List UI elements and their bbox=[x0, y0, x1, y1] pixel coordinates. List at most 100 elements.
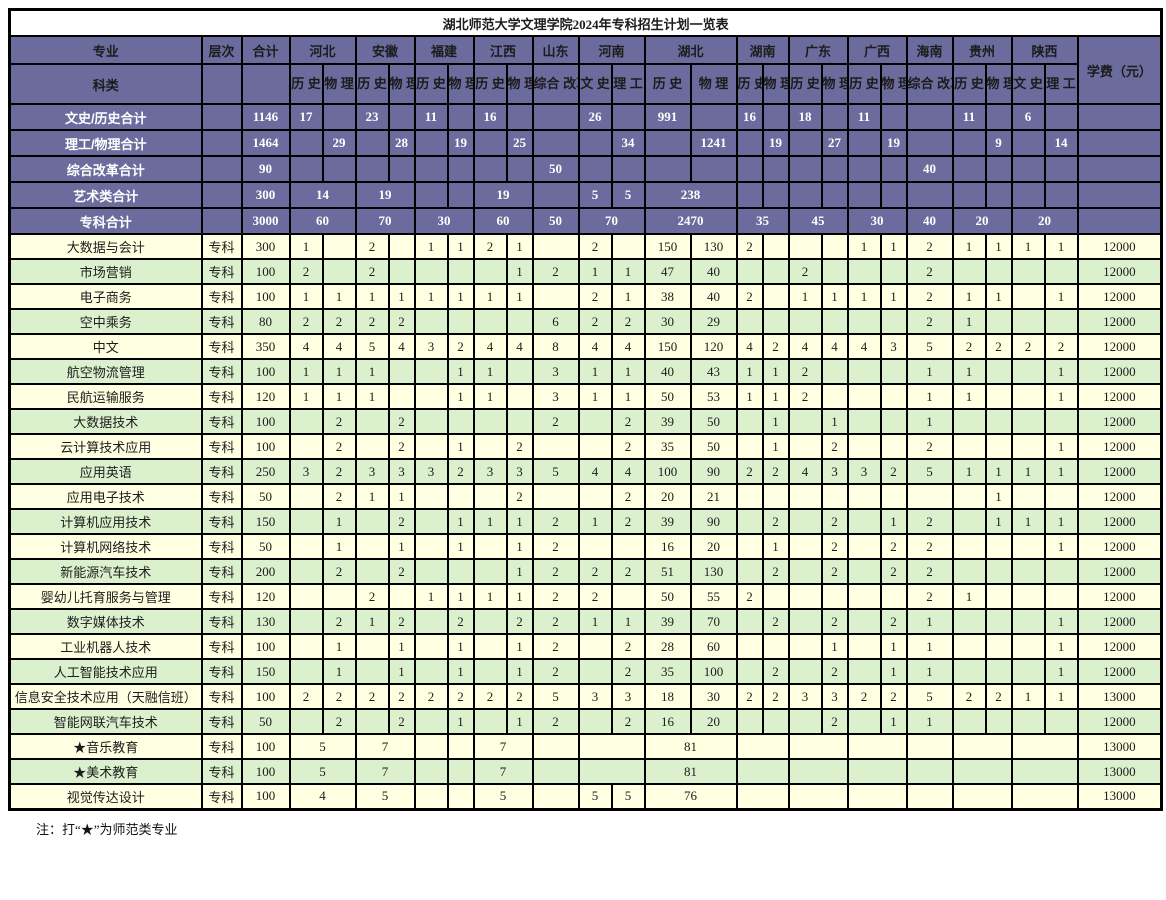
plan-cell bbox=[984, 433, 1013, 460]
plan-cell: 1 bbox=[984, 458, 1013, 485]
plan-cell: 1 bbox=[472, 583, 508, 610]
fee-cell: 12000 bbox=[1076, 583, 1163, 610]
summary-plan-cell bbox=[879, 155, 908, 183]
plan-cell: 1 bbox=[1043, 608, 1079, 635]
plan-cell: 2 bbox=[505, 608, 534, 635]
plan-cell: 1 bbox=[446, 633, 475, 660]
level-cell: 专科 bbox=[200, 758, 243, 785]
plan-cell: 2 bbox=[321, 408, 357, 435]
fee-cell: 12000 bbox=[1076, 233, 1163, 260]
plan-cell bbox=[846, 708, 882, 735]
major-name: 市场营销 bbox=[8, 258, 203, 285]
fee-cell: 13000 bbox=[1076, 683, 1163, 710]
summary-plan-cell: 40 bbox=[905, 155, 954, 183]
summary-plan-cell: 16 bbox=[472, 103, 508, 131]
plan-cell: 3 bbox=[577, 683, 613, 710]
major-name: 大数据与会计 bbox=[8, 233, 203, 260]
plan-cell: 4 bbox=[846, 333, 882, 360]
plan-cell: 1 bbox=[577, 358, 613, 385]
plan-cell: 1 bbox=[879, 708, 908, 735]
plan-cell bbox=[761, 633, 790, 660]
summary-plan-cell: 20 bbox=[951, 207, 1013, 235]
category-header: 科类 bbox=[8, 63, 203, 105]
plan-cell bbox=[413, 433, 449, 460]
plan-cell: 1 bbox=[1043, 508, 1079, 535]
plan-cell: 2 bbox=[531, 633, 580, 660]
plan-cell: 30 bbox=[643, 308, 692, 335]
summary-plan-cell: 11 bbox=[846, 103, 882, 131]
summary-plan-cell: 45 bbox=[787, 207, 849, 235]
plan-cell bbox=[413, 308, 449, 335]
subject-header: 文 史 bbox=[577, 63, 613, 105]
summary-plan-cell bbox=[472, 129, 508, 157]
plan-cell bbox=[577, 708, 613, 735]
plan-cell: 76 bbox=[643, 783, 738, 810]
plan-cell: 1 bbox=[1043, 533, 1079, 560]
summary-plan-cell: 40 bbox=[905, 207, 954, 235]
plan-cell: 1 bbox=[387, 483, 416, 510]
plan-cell: 1 bbox=[951, 233, 987, 260]
page-title: 湖北师范大学文理学院2024年专科招生计划一览表 bbox=[8, 8, 1163, 37]
plan-cell: 2 bbox=[321, 558, 357, 585]
plan-cell: 2 bbox=[820, 558, 849, 585]
plan-cell bbox=[820, 258, 849, 285]
plan-cell bbox=[1043, 258, 1079, 285]
fee-cell: 12000 bbox=[1076, 533, 1163, 560]
summary-row-label: 文史/历史合计 bbox=[8, 103, 203, 131]
plan-cell bbox=[288, 658, 324, 685]
plan-cell: 51 bbox=[643, 558, 692, 585]
summary-plan-cell bbox=[735, 129, 764, 157]
plan-cell bbox=[505, 383, 534, 410]
major-name: 智能网联汽车技术 bbox=[8, 708, 203, 735]
plan-cell: 1 bbox=[413, 233, 449, 260]
plan-cell: 2 bbox=[905, 558, 954, 585]
plan-cell: 2 bbox=[879, 533, 908, 560]
summary-plan-cell: 19 bbox=[354, 181, 416, 209]
summary-plan-cell bbox=[689, 155, 738, 183]
plan-cell bbox=[846, 383, 882, 410]
total-cell: 100 bbox=[240, 433, 291, 460]
plan-cell bbox=[472, 708, 508, 735]
summary-plan-cell: 5 bbox=[577, 181, 613, 209]
plan-cell bbox=[820, 233, 849, 260]
subject-header: 历 史 bbox=[288, 63, 324, 105]
plan-cell: 2 bbox=[531, 708, 580, 735]
plan-cell: 2 bbox=[787, 258, 823, 285]
plan-cell: 5 bbox=[288, 733, 357, 760]
plan-cell: 2 bbox=[288, 308, 324, 335]
plan-cell bbox=[761, 283, 790, 310]
plan-cell: 2 bbox=[505, 483, 534, 510]
plan-cell: 2 bbox=[735, 458, 764, 485]
plan-cell bbox=[984, 583, 1013, 610]
plan-cell: 1 bbox=[905, 408, 954, 435]
summary-plan-cell bbox=[1010, 181, 1046, 209]
major-name: 应用英语 bbox=[8, 458, 203, 485]
plan-cell bbox=[905, 483, 954, 510]
plan-cell bbox=[984, 708, 1013, 735]
summary-plan-cell bbox=[505, 155, 534, 183]
plan-cell: 1 bbox=[354, 283, 390, 310]
plan-cell: 1 bbox=[472, 508, 508, 535]
plan-cell: 1 bbox=[761, 383, 790, 410]
plan-cell: 2 bbox=[787, 358, 823, 385]
province-header: 河北 bbox=[288, 35, 357, 65]
plan-cell bbox=[531, 758, 580, 785]
plan-cell bbox=[1010, 408, 1046, 435]
summary-plan-cell: 9 bbox=[984, 129, 1013, 157]
blank-header-cell bbox=[200, 63, 243, 105]
plan-cell: 1 bbox=[321, 633, 357, 660]
plan-cell bbox=[413, 558, 449, 585]
plan-cell bbox=[577, 633, 613, 660]
plan-cell: 1 bbox=[505, 258, 534, 285]
plan-cell bbox=[505, 408, 534, 435]
level-cell: 专科 bbox=[200, 508, 243, 535]
plan-cell bbox=[1043, 558, 1079, 585]
plan-cell: 5 bbox=[905, 683, 954, 710]
plan-cell: 1 bbox=[610, 258, 646, 285]
plan-cell bbox=[735, 508, 764, 535]
fee-cell: 12000 bbox=[1076, 308, 1163, 335]
plan-cell bbox=[951, 433, 987, 460]
plan-cell bbox=[577, 408, 613, 435]
major-name: 人工智能技术应用 bbox=[8, 658, 203, 685]
summary-plan-cell: 6 bbox=[1010, 103, 1046, 131]
